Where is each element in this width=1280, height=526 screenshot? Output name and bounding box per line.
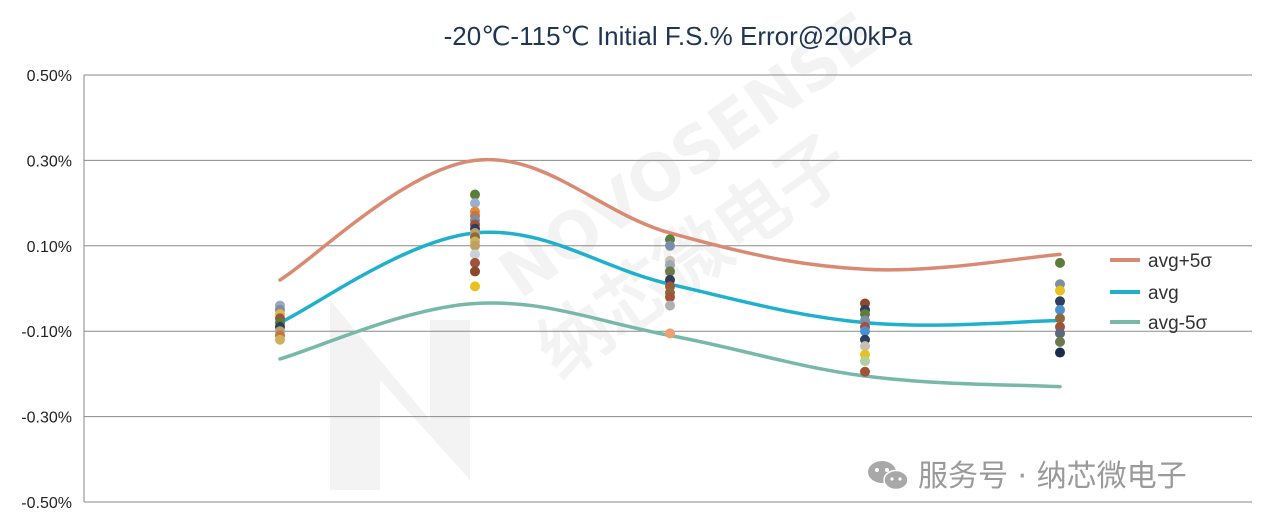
data-point [275, 334, 285, 345]
data-point [1055, 304, 1065, 315]
chart-title: -20℃-115℃ Initial F.S.% Error@200kPa [444, 21, 913, 51]
data-point [1055, 313, 1065, 324]
y-axis-ticks: 0.50% 0.30% 0.10% -0.10% -0.30% -0.50% [21, 68, 72, 512]
data-point [470, 240, 480, 251]
legend-label-2: avg-5σ [1148, 313, 1208, 334]
data-point [470, 249, 480, 260]
scatter-points [275, 189, 1065, 377]
y-tick-label: 0.30% [27, 153, 72, 170]
data-point [1055, 296, 1065, 307]
data-point [1055, 328, 1065, 339]
data-point [665, 292, 675, 303]
watermark-logo-shape [330, 300, 470, 490]
y-tick-label: -0.50% [21, 495, 72, 512]
data-point [860, 326, 870, 337]
footer: 服务号 · 纳芯微电子 [868, 459, 1187, 494]
data-point [470, 257, 480, 268]
series-line-0 [278, 157, 1062, 282]
y-tick-label: 0.50% [27, 68, 72, 85]
data-point [470, 266, 480, 277]
data-point [665, 300, 675, 311]
data-point [860, 341, 870, 352]
data-point [1055, 336, 1065, 347]
wechat-icon [868, 461, 909, 491]
data-point [470, 189, 480, 200]
data-point [470, 281, 480, 292]
data-point [665, 240, 675, 251]
y-tick-label: -0.30% [21, 410, 72, 427]
legend-label-0: avg+5σ [1148, 251, 1212, 272]
data-point [470, 198, 480, 209]
data-point [1055, 257, 1065, 268]
y-tick-label: -0.10% [21, 324, 72, 341]
y-tick-label: 0.10% [27, 239, 72, 256]
data-point [1055, 347, 1065, 358]
data-point [665, 266, 675, 277]
data-point [1055, 285, 1065, 296]
data-point [860, 366, 870, 377]
legend: avg+5σ avg avg-5σ [1110, 251, 1212, 334]
data-point [665, 328, 675, 339]
footer-text: 服务号 · 纳芯微电子 [918, 459, 1187, 494]
data-point [860, 356, 870, 367]
legend-label-1: avg [1148, 283, 1179, 304]
